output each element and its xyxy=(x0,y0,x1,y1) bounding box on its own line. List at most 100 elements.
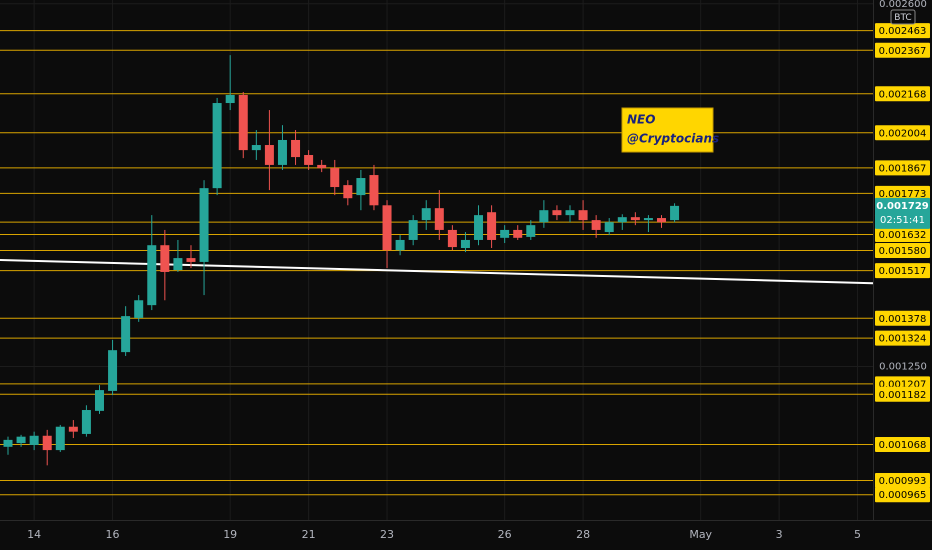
candle-body xyxy=(16,436,26,444)
x-tick-label: 5 xyxy=(854,528,861,541)
candle-body xyxy=(225,94,235,104)
candle-body xyxy=(147,245,157,306)
candle-body xyxy=(382,205,392,251)
level-label: 0.001324 xyxy=(879,334,927,345)
candle-body xyxy=(186,258,196,262)
candle-body xyxy=(160,245,170,272)
level-label-box xyxy=(875,243,930,259)
candle-body xyxy=(539,210,549,223)
candle-body xyxy=(591,220,601,230)
candle-body xyxy=(434,208,444,230)
level-label: 0.001580 xyxy=(879,246,927,257)
level-label: 0.001517 xyxy=(879,266,927,277)
annotation-text: @Cryptocians xyxy=(627,132,719,146)
y-tick-label: 0.001250 xyxy=(879,362,927,373)
candle-body xyxy=(578,210,588,221)
level-label: 0.001773 xyxy=(879,189,927,200)
annotation-text: NEO xyxy=(627,113,655,127)
level-label-box xyxy=(875,263,930,279)
level-label-box xyxy=(875,436,930,452)
level-label: 0.000993 xyxy=(879,476,927,487)
level-label-box xyxy=(875,473,930,489)
candle-body xyxy=(408,220,418,240)
candle-body xyxy=(108,350,118,391)
x-tick-label: 28 xyxy=(576,528,590,541)
annotation-box xyxy=(621,107,714,153)
candle-body xyxy=(447,229,457,248)
last-price-box xyxy=(875,197,930,229)
candle-body xyxy=(304,155,314,165)
candle-body xyxy=(330,168,340,188)
level-label: 0.001867 xyxy=(879,163,927,174)
candle-body xyxy=(3,439,13,447)
level-label: 0.000965 xyxy=(879,490,927,501)
candle-body xyxy=(474,215,484,240)
candle-body xyxy=(630,217,640,221)
candle-body xyxy=(617,217,627,223)
candle-body xyxy=(604,222,614,233)
level-label-box xyxy=(875,42,930,58)
level-label: 0.001182 xyxy=(879,390,927,401)
level-label-box xyxy=(875,125,930,141)
level-label: 0.002367 xyxy=(879,46,927,57)
level-label-box xyxy=(875,185,930,201)
candle-body xyxy=(212,103,222,189)
x-tick-label: 26 xyxy=(498,528,512,541)
currency-box xyxy=(890,9,916,25)
level-label: 0.001378 xyxy=(879,314,927,325)
candle-body xyxy=(356,178,366,196)
candle-body xyxy=(199,188,209,262)
candle-body xyxy=(81,410,91,434)
currency-label: BTC xyxy=(894,13,911,23)
candle-body xyxy=(500,229,510,238)
level-label-box xyxy=(875,160,930,176)
candle-body xyxy=(460,239,470,249)
y-tick-label: 0.002600 xyxy=(879,0,927,10)
candle-body xyxy=(487,212,497,240)
trend-line xyxy=(0,259,874,285)
level-label-box xyxy=(875,487,930,503)
x-tick-label: 3 xyxy=(776,528,783,541)
level-label: 0.001207 xyxy=(879,379,927,390)
level-label-box xyxy=(875,23,930,39)
x-tick-label: 23 xyxy=(380,528,394,541)
level-label: 0.002004 xyxy=(879,128,927,139)
candle-body xyxy=(264,145,274,165)
level-label-box xyxy=(875,226,930,242)
last-price-label: 0.001729 xyxy=(876,201,929,212)
candle-body xyxy=(134,300,144,318)
candle-body xyxy=(526,225,536,237)
candle-body xyxy=(42,435,52,451)
candle-body xyxy=(277,139,287,165)
candle-body xyxy=(251,145,261,151)
candle-body xyxy=(657,218,666,223)
candle-body xyxy=(238,94,248,151)
candle-body xyxy=(29,435,39,445)
level-label: 0.001068 xyxy=(879,440,927,451)
x-tick-label: May xyxy=(689,528,712,541)
candle-body xyxy=(395,239,405,251)
countdown: 02:51:41 xyxy=(880,215,925,226)
level-label-box xyxy=(875,386,930,402)
x-tick-label: 19 xyxy=(223,528,237,541)
x-tick-label: 16 xyxy=(106,528,120,541)
candle-body xyxy=(343,185,353,199)
level-label-box xyxy=(875,330,930,346)
candle-body xyxy=(121,316,131,353)
candle-body xyxy=(670,205,680,221)
candle-body xyxy=(369,175,379,206)
level-label: 0.002168 xyxy=(879,89,927,100)
level-label: 0.001632 xyxy=(879,230,927,241)
candle-body xyxy=(291,139,301,158)
level-label: 0.002463 xyxy=(879,26,927,37)
x-tick-label: 14 xyxy=(27,528,41,541)
candle-body xyxy=(173,258,183,271)
candle-body xyxy=(565,210,575,216)
x-tick-label: 21 xyxy=(302,528,316,541)
candle-body xyxy=(317,164,327,169)
candle-body xyxy=(68,426,78,432)
candle-body xyxy=(513,229,523,238)
